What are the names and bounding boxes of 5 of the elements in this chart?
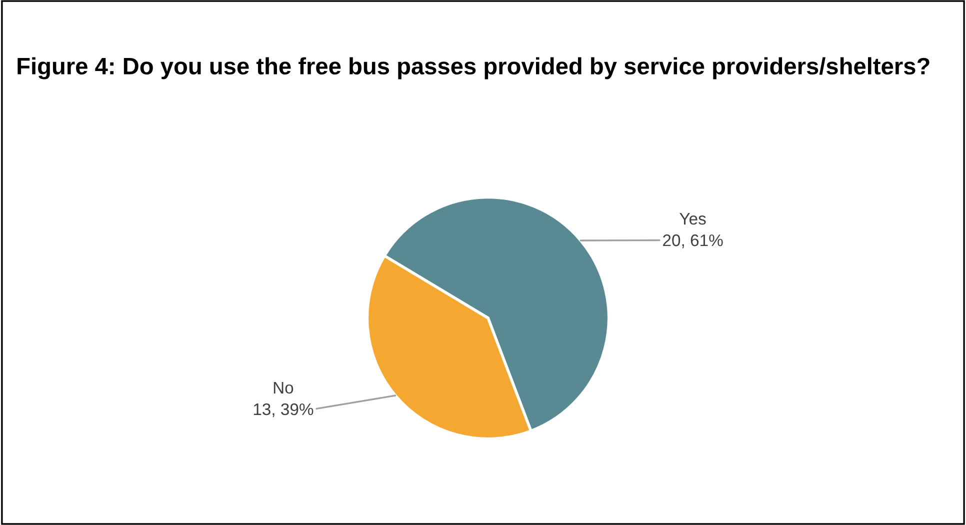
data-label: 20, 61% [663, 234, 723, 248]
data-label: 13, 39% [254, 403, 314, 418]
chart-title: Figure 4: Do you use the free bus passes provided by service providers/shelters? [18, 57, 930, 80]
slice-label: Yes [680, 213, 706, 225]
slice-label: No [274, 382, 294, 394]
